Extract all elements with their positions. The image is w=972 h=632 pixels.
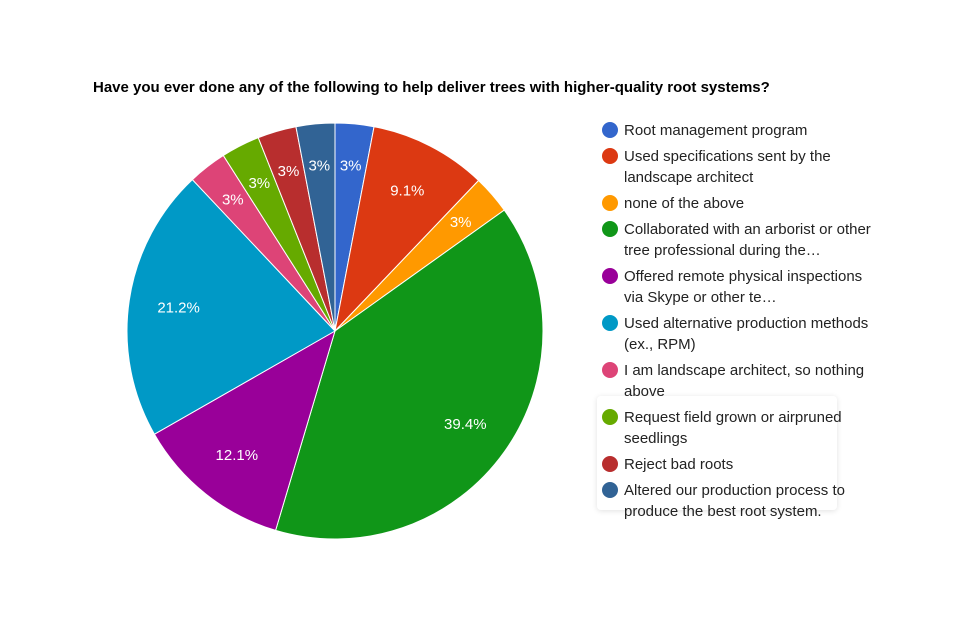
legend-swatch-icon — [602, 456, 618, 472]
slice-label-1: 3% — [340, 157, 362, 174]
slice-label-3: 3% — [450, 214, 472, 231]
tooltip-ghost — [597, 396, 837, 510]
legend-item-3[interactable]: none of the above — [600, 193, 880, 214]
chart-title: Have you ever done any of the following … — [93, 79, 770, 96]
legend-item-6[interactable]: Used alternative production methods (ex.… — [600, 313, 880, 355]
slice-label-10: 3% — [308, 157, 330, 174]
slice-label-6: 21.2% — [157, 300, 200, 317]
legend: Root management program Used specificatio… — [600, 120, 880, 527]
legend-label: Root management program — [624, 122, 808, 139]
legend-item-10[interactable]: Altered our production process to produc… — [600, 480, 880, 522]
legend-label: Request field grown or airpruned seedlin… — [624, 409, 842, 447]
legend-label: none of the above — [624, 195, 745, 212]
legend-label: I am landscape architect, so nothing abo… — [624, 362, 865, 400]
slice-label-4: 39.4% — [444, 416, 487, 433]
legend-label: Used alternative production methods (ex.… — [624, 315, 869, 353]
legend-item-1[interactable]: Root management program — [600, 120, 880, 141]
legend-swatch-icon — [602, 362, 618, 378]
legend-swatch-icon — [602, 268, 618, 284]
slice-label-9: 3% — [278, 163, 300, 180]
legend-swatch-icon — [602, 148, 618, 164]
legend-item-8[interactable]: Request field grown or airpruned seedlin… — [600, 407, 880, 449]
slice-label-8: 3% — [248, 175, 270, 192]
legend-label: Offered remote physical inspections via … — [624, 268, 863, 306]
slice-label-2: 9.1% — [390, 182, 424, 199]
legend-swatch-icon — [602, 409, 618, 425]
slice-label-5: 12.1% — [216, 447, 259, 464]
pie-slice-5[interactable] — [153, 329, 336, 531]
legend-label: Used specifications sent by the landscap… — [624, 148, 831, 186]
legend-item-4[interactable]: Collaborated with an arborist or other t… — [600, 219, 880, 261]
pie-slice-6[interactable] — [126, 178, 336, 435]
legend-swatch-icon — [602, 221, 618, 237]
legend-swatch-icon — [602, 482, 618, 498]
legend-item-2[interactable]: Used specifications sent by the landscap… — [600, 146, 880, 188]
legend-label: Collaborated with an arborist or other t… — [624, 221, 871, 259]
legend-label: Reject bad roots — [624, 456, 734, 473]
legend-item-7[interactable]: I am landscape architect, so nothing abo… — [600, 360, 880, 402]
slice-label-7: 3% — [222, 192, 244, 209]
pie-slice-2[interactable] — [334, 126, 480, 333]
pie-slice-10[interactable] — [295, 122, 336, 332]
legend-swatch-icon — [602, 195, 618, 211]
legend-swatch-icon — [602, 315, 618, 331]
legend-item-5[interactable]: Offered remote physical inspections via … — [600, 266, 880, 308]
legend-item-9[interactable]: Reject bad roots — [600, 454, 880, 475]
legend-label: Altered our production process to produc… — [624, 482, 845, 520]
legend-swatch-icon — [602, 122, 618, 138]
pie-slice-4[interactable] — [274, 209, 544, 540]
